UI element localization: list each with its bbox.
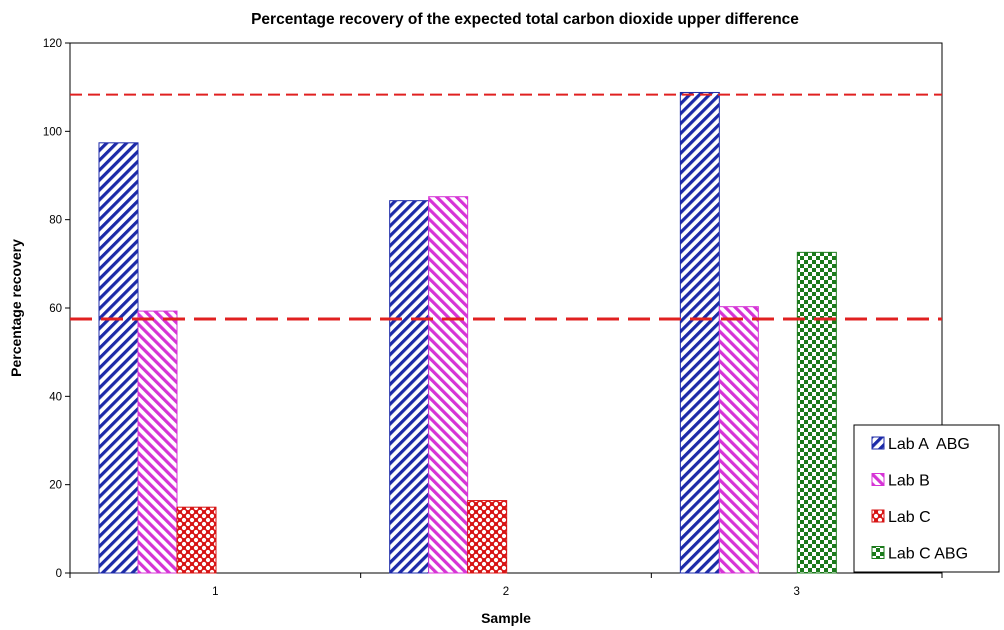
bar-lab-a-abg-sample-1 <box>98 142 139 574</box>
reference-lines <box>70 93 942 321</box>
bar-lab-b-sample-1 <box>137 310 178 574</box>
plot-area <box>69 42 943 574</box>
legend-label: Lab C ABG <box>888 546 968 563</box>
legend-swatch <box>871 436 885 450</box>
y-tick-label: 20 <box>49 480 62 492</box>
plot-border <box>69 42 943 574</box>
y-tick-label: 0 <box>56 568 62 580</box>
legend-swatch <box>871 546 885 559</box>
y-tick-label: 60 <box>49 303 62 315</box>
x-tick-label: 2 <box>503 586 509 598</box>
legend-label: Lab B <box>888 473 930 490</box>
bar-lab-a-abg-sample-2 <box>389 200 430 574</box>
y-tick-label: 40 <box>49 391 62 403</box>
legend-label: Lab C <box>888 509 931 526</box>
bar-lab-b-sample-2 <box>428 196 469 574</box>
y-tick-label: 80 <box>49 215 62 227</box>
legend: Lab A ABG Lab B Lab C Lab C ABG <box>853 424 1000 573</box>
chart-title: Percentage recovery of the expected tota… <box>251 11 799 28</box>
x-tick-label: 1 <box>212 586 218 598</box>
x-tick-label: 3 <box>793 586 799 598</box>
y-axis: 0 20 40 60 80 100 120 <box>43 38 70 580</box>
bar-lab-a-abg-sample-3 <box>679 91 720 574</box>
bar-lab-c-abg-sample-3 <box>796 251 837 574</box>
y-tick-label: 100 <box>43 126 62 138</box>
y-tick-label: 120 <box>43 38 62 50</box>
x-axis-title: Sample <box>481 610 531 626</box>
bar-lab-c-sample-1 <box>176 506 217 574</box>
bar-lab-c-sample-2 <box>467 500 508 574</box>
bar-lab-b-sample-3 <box>718 306 759 574</box>
legend-label: Lab A ABG <box>888 436 970 453</box>
bars <box>98 91 837 574</box>
legend-swatch <box>871 473 885 486</box>
x-axis: 1 2 3 <box>69 573 943 598</box>
legend-swatch <box>871 509 885 523</box>
y-axis-title: Percentage recovery <box>8 239 24 377</box>
